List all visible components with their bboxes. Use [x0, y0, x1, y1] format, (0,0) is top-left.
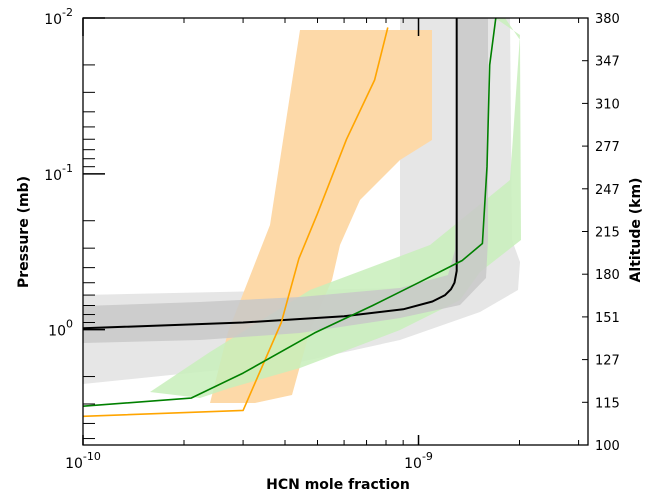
altitude-tick-label: 127	[595, 354, 620, 369]
altitude-tick-label: 180	[595, 268, 620, 283]
mole-fraction-axis: 10-10 10-9	[65, 18, 580, 472]
altitude-tick-label: 380	[595, 12, 620, 27]
fraction-tick-label: 10-9	[404, 450, 433, 472]
pressure-tick-label: 10-2	[44, 6, 73, 28]
fraction-tick-label-base: 10	[404, 456, 422, 472]
altitude-tick-label: 347	[595, 55, 620, 70]
pressure-tick-label-exponent: -1	[62, 162, 73, 175]
series-line-orange	[82, 27, 389, 418]
x-axis-title: HCN mole fraction	[266, 477, 410, 493]
fraction-tick-label: 10-10	[65, 450, 101, 472]
pressure-tick-label-base: 10	[44, 12, 62, 28]
pressure-tick-label-exponent: 0	[66, 318, 73, 331]
altitude-tick-label: 115	[595, 396, 620, 411]
pressure-tick-label: 10-1	[44, 162, 73, 184]
y-axis-title: Pressure (mb)	[16, 176, 32, 288]
altitude-tick-label: 151	[595, 311, 620, 326]
uncertainty-bands	[83, 18, 521, 403]
pressure-tick-label-exponent: -2	[62, 6, 73, 19]
fraction-tick-label-exponent: -9	[422, 450, 433, 463]
altitude-tick-label: 247	[595, 183, 620, 198]
pressure-tick-label-base: 10	[48, 324, 66, 340]
gray-inner-band	[83, 18, 488, 343]
altitude-tick-label: 310	[595, 97, 620, 112]
series-line-black	[82, 18, 458, 330]
pressure-tick-label-base: 10	[44, 168, 62, 184]
altitude-tick-label: 277	[595, 140, 620, 155]
series-line-green	[82, 17, 497, 407]
right-axis-title: Altitude (km)	[628, 178, 644, 283]
altitude-tick-label: 100	[595, 439, 620, 454]
pressure-tick-label: 100	[48, 318, 73, 340]
data-lines	[82, 17, 497, 418]
fraction-tick-label-base: 10	[65, 456, 83, 472]
fraction-tick-label-exponent: -10	[83, 450, 101, 463]
altitude-axis: 380 347 310 277 247 215 180 151 127 115 100	[582, 12, 620, 454]
altitude-tick-label: 215	[595, 226, 620, 241]
